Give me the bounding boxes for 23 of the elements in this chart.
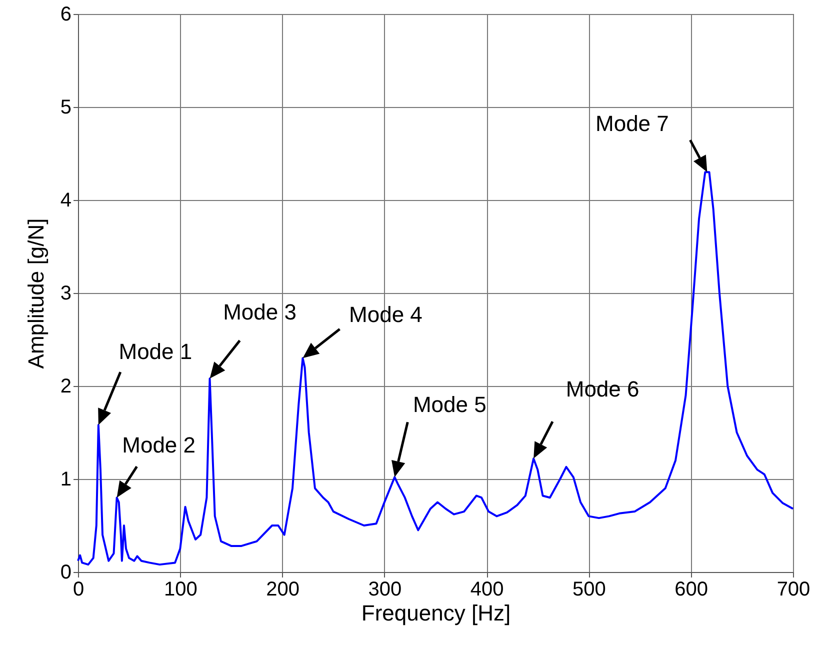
y-tick-label: 2 <box>60 376 72 398</box>
y-tick-label: 1 <box>60 468 72 490</box>
annotation: Mode 3 <box>223 300 296 325</box>
x-tick-label: 200 <box>266 578 300 600</box>
x-tick-label: 400 <box>470 578 504 600</box>
annotation: Mode 7 <box>596 111 669 136</box>
y-tick-label: 6 <box>60 4 72 26</box>
y-tick-label: 0 <box>60 562 72 584</box>
x-tick-label: 300 <box>368 578 402 600</box>
x-axis-title: Frequency [Hz] <box>361 600 511 626</box>
annotation: Mode 6 <box>566 376 640 402</box>
y-tick-label: 5 <box>60 96 72 118</box>
y-tick-label: 4 <box>60 190 72 212</box>
y-axis-title: Amplitude [g/N] <box>23 218 48 369</box>
annotation: Mode 2 <box>122 432 196 458</box>
x-tick-label: 700 <box>776 578 810 600</box>
x-tick-label: 600 <box>674 578 708 600</box>
annotation: Mode 4 <box>349 302 422 328</box>
annotation: Mode 5 <box>412 392 486 418</box>
annotation: Mode 1 <box>118 339 192 364</box>
x-tick-label: 100 <box>164 578 198 600</box>
y-tick-label: 3 <box>60 282 72 304</box>
x-tick-label: 500 <box>572 578 606 600</box>
